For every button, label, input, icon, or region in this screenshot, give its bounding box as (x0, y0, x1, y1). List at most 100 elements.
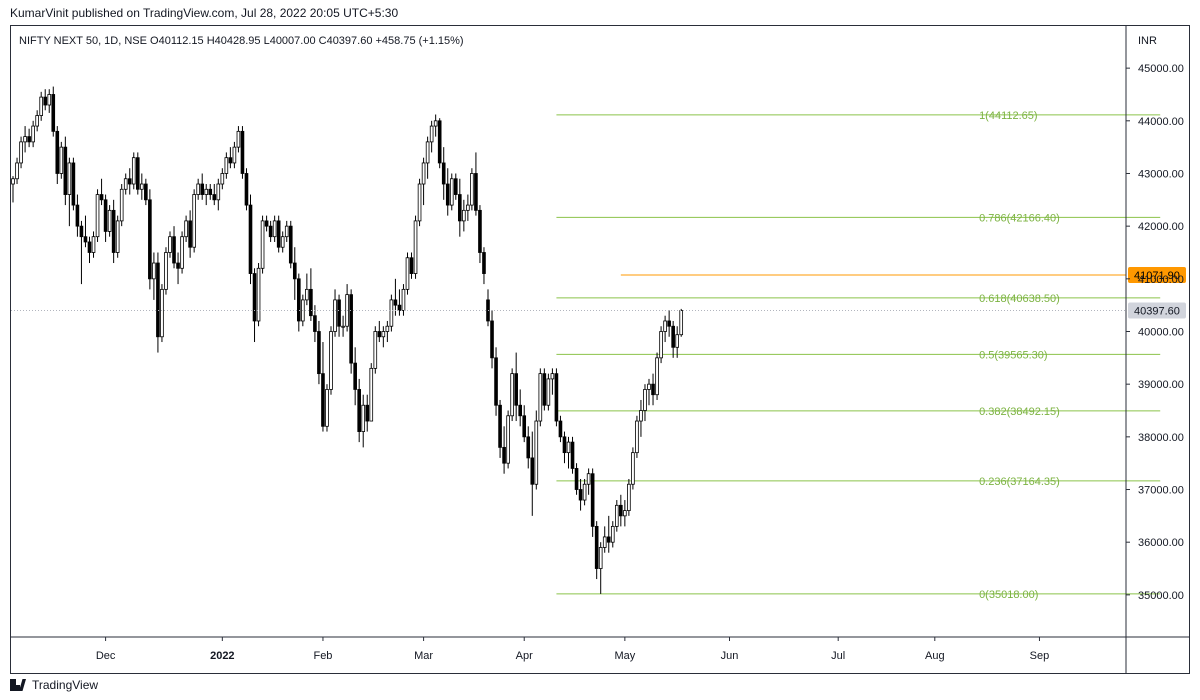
candle-body (19, 141, 23, 164)
candle-body (232, 146, 237, 164)
brand-name: TradingView (32, 678, 99, 692)
y-tick-label: 45000.00 (1138, 63, 1184, 75)
candle-body (498, 404, 502, 448)
candle-body (172, 236, 176, 264)
candle-body (11, 178, 15, 185)
footer-brand[interactable]: TradingView (10, 678, 98, 692)
candle-body (228, 157, 233, 164)
candle-body (51, 94, 56, 132)
candle-body (651, 383, 655, 396)
candle-body (240, 130, 245, 174)
candle-body (510, 373, 514, 417)
candle-body (292, 262, 297, 280)
x-tick-label: Dec (96, 650, 116, 662)
candle-body (671, 325, 675, 348)
candle-body (63, 146, 68, 195)
candle-body (208, 188, 213, 195)
candle-body (309, 288, 313, 317)
candle-body (75, 204, 80, 227)
candle-body (204, 188, 209, 195)
x-tick-label: Feb (313, 650, 332, 662)
candle-body (39, 96, 43, 116)
candle-body (566, 441, 571, 454)
candle-body (413, 220, 418, 274)
candle-body (610, 525, 615, 543)
candle-body (325, 389, 329, 427)
candle-body (156, 262, 160, 338)
candle-body (71, 162, 76, 206)
candle-body (506, 415, 510, 464)
candle-body (659, 331, 663, 359)
y-tick-label: 40000.00 (1138, 327, 1184, 339)
candle-body (15, 162, 19, 180)
candle-body (35, 115, 39, 127)
candle-body (445, 183, 450, 206)
candle-body (200, 183, 205, 195)
candle-body (296, 278, 301, 322)
candle-body (284, 225, 289, 238)
candle-body (558, 420, 563, 438)
candle-body (417, 183, 422, 222)
candle-body (313, 315, 317, 332)
candle-body (655, 357, 659, 396)
candle-body (562, 436, 567, 454)
candle-body (643, 389, 647, 411)
candle-body (534, 420, 539, 485)
candle-body (341, 325, 345, 328)
x-tick-label: Jul (831, 650, 845, 662)
candle-body (27, 136, 31, 143)
candle-body (131, 157, 136, 185)
candle-body (474, 173, 478, 211)
candle-body (663, 320, 667, 332)
fib-level-label: 0.618(40638.50) (979, 293, 1060, 305)
candle-body (83, 236, 88, 243)
candle-body (578, 489, 583, 501)
candle-body (437, 120, 442, 164)
candle-body (433, 120, 438, 127)
candle-body (373, 331, 378, 369)
candle-body (409, 257, 414, 274)
y-tick-label: 42000.00 (1138, 221, 1184, 233)
candle-body (111, 209, 116, 253)
candle-body (594, 525, 599, 569)
candle-body (164, 252, 168, 290)
candle-body (453, 178, 458, 195)
price-line-label: 41071.90 (1134, 270, 1180, 282)
candle-body (256, 267, 261, 322)
chart-frame[interactable]: 1(44112.65) 0.786(42166.40) 0.618(40638.50… (10, 25, 1190, 674)
candle-body (570, 441, 575, 469)
candle-body (329, 331, 333, 390)
candlestick-chart[interactable]: 1(44112.65) 0.786(42166.40) 0.618(40638.50… (11, 26, 1189, 673)
candle-body (369, 367, 374, 422)
candle-body (264, 220, 269, 227)
candle-body (103, 199, 108, 232)
candle-body (614, 504, 619, 527)
candle-body (546, 378, 551, 406)
candle-body (180, 236, 184, 269)
candle-body (627, 483, 631, 511)
candle-body (220, 173, 225, 185)
currency-label: INR (1138, 35, 1157, 47)
candle-body (127, 178, 132, 185)
fib-level-label: 0.382(38492.15) (979, 406, 1060, 418)
candle-body (494, 357, 498, 406)
candle-body (337, 299, 341, 327)
candle-body (542, 373, 547, 406)
candle-body (574, 468, 579, 490)
y-tick-label: 35000.00 (1138, 590, 1184, 602)
fib-level-label: 1(44112.65) (979, 110, 1038, 122)
candle-body (429, 125, 434, 143)
candle-body (119, 188, 124, 222)
candle-body (268, 225, 273, 238)
candle-body (23, 136, 27, 143)
candle-body (365, 404, 370, 422)
candle-body (466, 204, 470, 211)
candle-body (401, 288, 406, 311)
candle-body (478, 209, 482, 253)
last-price-label: 40397.60 (1134, 306, 1180, 318)
candle-body (321, 373, 325, 427)
candle-body (196, 183, 200, 195)
candle-body (421, 162, 426, 185)
candle-body (236, 130, 241, 148)
candle-body (377, 331, 382, 338)
